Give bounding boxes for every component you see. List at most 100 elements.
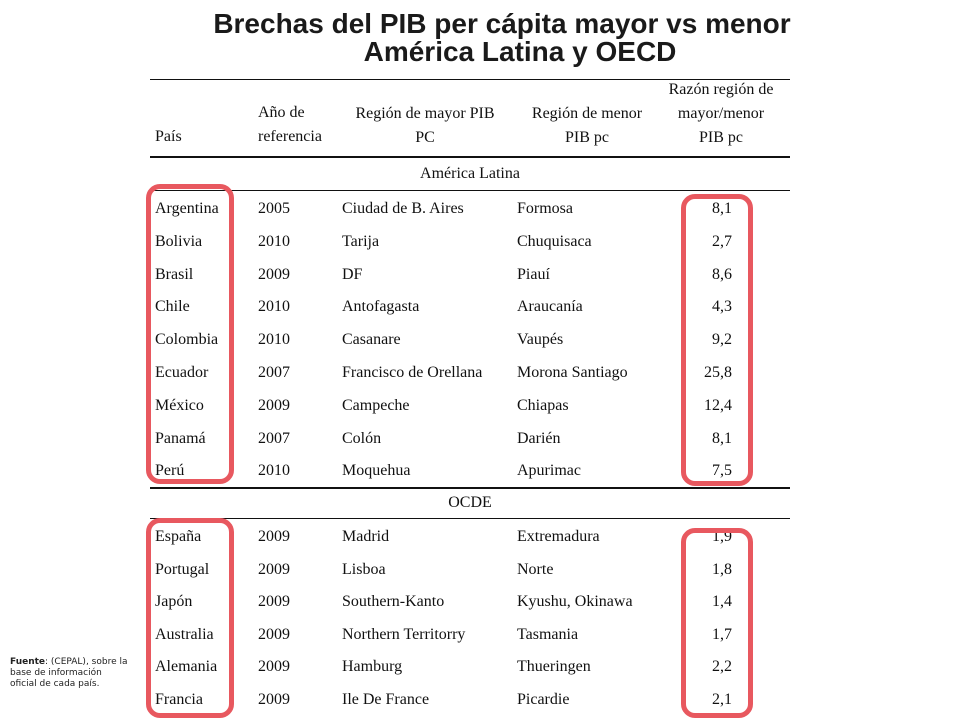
cell-menor: Chiapas (517, 396, 569, 414)
cell-mayor: Campeche (342, 396, 410, 414)
cell-mayor: Northern Territorry (342, 625, 466, 643)
cell-menor: Darién (517, 429, 561, 447)
cell-menor: Piauí (517, 265, 550, 283)
cell-pais: Japón (155, 593, 193, 611)
cell-pais: Portugal (155, 560, 210, 578)
cell-pais: Perú (155, 462, 185, 480)
cell-anio: 2009 (258, 265, 290, 283)
source-text: : (CEPAL), sobre la base de información … (10, 657, 128, 689)
cell-mayor: Ciudad de B. Aires (342, 200, 464, 217)
cell-razon: 7,5 (712, 462, 732, 480)
cell-anio: 2005 (258, 200, 290, 217)
cell-anio: 2009 (258, 691, 290, 708)
header-razon-3: PIB pc (699, 129, 743, 146)
cell-anio: 2010 (258, 331, 290, 349)
cell-mayor: Antofagasta (342, 298, 420, 316)
cell-anio: 2009 (258, 560, 290, 578)
cell-anio: 2010 (258, 462, 290, 480)
ocde-ratio-highlight (681, 528, 753, 718)
cell-anio: 2007 (258, 364, 290, 381)
source-label: Fuente (10, 657, 46, 667)
cell-menor: Extremadura (517, 528, 600, 545)
header-menor-2: PIB pc (565, 129, 609, 146)
cell-mayor: Madrid (342, 528, 390, 545)
cell-anio: 2009 (258, 528, 290, 545)
cell-anio: 2009 (258, 658, 290, 676)
title-line-2: América Latina y OECD (363, 36, 677, 67)
cell-menor: Norte (517, 560, 554, 578)
cell-anio: 2007 (258, 429, 290, 447)
cell-menor: Morona Santiago (517, 364, 628, 381)
cell-pais: Australia (155, 625, 214, 643)
cell-razon: 8,1 (712, 429, 732, 447)
cell-razon: 12,4 (704, 396, 732, 414)
cell-pais: Ecuador (155, 364, 209, 381)
source-note: Fuente: (CEPAL), sobre la base de inform… (10, 657, 128, 690)
cell-anio: 2009 (258, 593, 290, 611)
cell-anio: 2010 (258, 298, 290, 316)
cell-razon: 1,7 (712, 625, 732, 643)
latam-country-highlight (146, 184, 234, 484)
cell-pais: Francia (155, 691, 203, 708)
header-anio-1: Año de (258, 104, 305, 121)
cell-razon: 2,2 (712, 658, 732, 676)
cell-menor: Apurimac (517, 462, 581, 480)
cell-mayor: Colón (342, 429, 382, 447)
cell-pais: Colombia (155, 331, 219, 349)
cell-mayor: DF (342, 265, 363, 283)
cell-menor: Vaupés (517, 331, 564, 349)
cell-mayor: Hamburg (342, 658, 403, 676)
header-pais: País (155, 128, 182, 145)
cell-menor: Tasmania (517, 625, 579, 643)
cell-razon: 8,1 (712, 200, 732, 217)
cell-menor: Chuquisaca (517, 232, 592, 250)
cell-pais: Alemania (155, 658, 218, 676)
cell-mayor: Southern-Kanto (342, 593, 445, 611)
cell-mayor: Casanare (342, 331, 401, 349)
cell-mayor: Ile De France (342, 691, 430, 708)
title-line-1: Brechas del PIB per cápita mayor vs meno… (213, 8, 791, 39)
header-rule (150, 156, 790, 158)
header-menor-1: Región de menor (531, 105, 643, 122)
header-anio-2: referencia (258, 128, 322, 145)
cell-razon: 4,3 (712, 298, 732, 316)
cell-razon: 2,7 (712, 232, 732, 250)
cell-razon: 1,4 (712, 593, 732, 611)
cell-menor: Formosa (517, 200, 573, 217)
section-ocde: OCDE (448, 494, 492, 511)
cell-pais: Brasil (155, 265, 194, 283)
cell-mayor: Lisboa (342, 560, 386, 578)
cell-pais: España (155, 528, 202, 545)
cell-pais: México (155, 396, 204, 414)
section-latam: América Latina (420, 165, 520, 182)
cell-anio: 2010 (258, 232, 290, 250)
cell-menor: Kyushu, Okinawa (517, 593, 633, 611)
ocde-rule (150, 518, 790, 519)
ocde-country-highlight (146, 518, 234, 718)
cell-menor: Araucanía (517, 298, 583, 316)
latam-rule (150, 190, 790, 191)
cell-pais: Bolivia (155, 232, 203, 250)
cell-pais: Argentina (155, 200, 219, 217)
cell-anio: 2009 (258, 396, 290, 414)
cell-pais: Chile (155, 298, 190, 316)
cell-razon: 9,2 (712, 331, 732, 349)
cell-menor: Picardie (517, 691, 570, 708)
latam-ratio-highlight (681, 194, 753, 486)
cell-mayor: Moquehua (342, 462, 411, 480)
cell-anio: 2009 (258, 625, 290, 643)
cell-razon: 1,8 (712, 560, 732, 578)
header-mayor-1: Región de mayor PIB (355, 105, 495, 122)
header-razon-1: Razón región de (668, 81, 774, 98)
cell-menor: Thueringen (517, 658, 591, 676)
header-mayor-2: PC (415, 129, 435, 146)
cell-pais: Panamá (155, 429, 206, 447)
latam-bottom-rule (150, 487, 790, 489)
cell-mayor: Francisco de Orellana (342, 364, 483, 381)
cell-razon: 2,1 (712, 691, 732, 708)
table-top-rule (150, 79, 790, 80)
cell-mayor: Tarija (342, 232, 380, 250)
header-razon-2: mayor/menor (677, 105, 765, 122)
cell-razon: 8,6 (712, 265, 732, 283)
cell-razon: 25,8 (704, 364, 732, 381)
